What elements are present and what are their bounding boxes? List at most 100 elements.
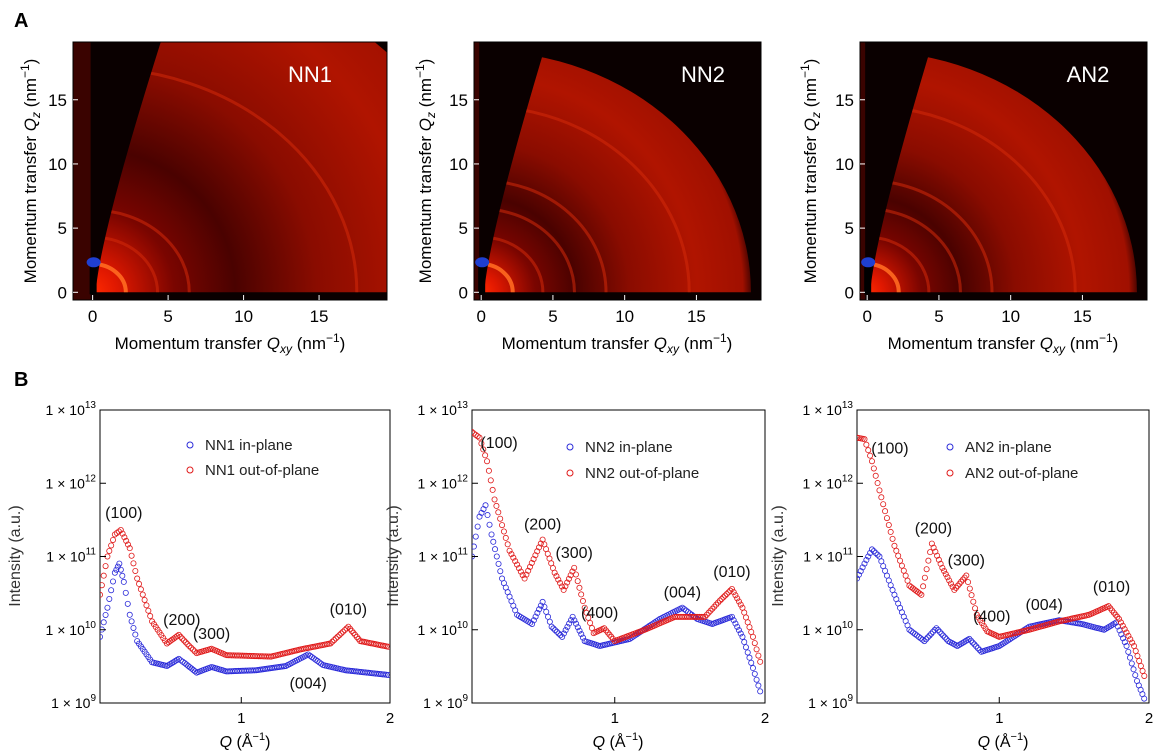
data-point — [748, 628, 755, 635]
data-point — [737, 601, 744, 608]
data-point — [746, 624, 753, 631]
data-point — [537, 540, 544, 547]
data-point — [472, 543, 477, 550]
x-axis-label: Momentum transfer Qxy (nm−1) — [502, 331, 733, 356]
data-point — [564, 623, 571, 630]
data-point — [966, 585, 973, 592]
data-point — [551, 569, 558, 576]
data-point — [186, 643, 193, 650]
legend-label: NN1 out-of-plane — [205, 462, 319, 479]
data-point — [114, 563, 121, 570]
legend-marker — [946, 469, 954, 477]
data-point — [913, 587, 920, 594]
data-point — [715, 599, 722, 606]
data-point — [385, 671, 390, 678]
data-point — [940, 632, 947, 639]
data-point — [336, 632, 343, 639]
heatmap-nn1: NN1 0 5 10 15 0 5 10 15 Momentum transfer Qxy (… — [18, 41, 388, 356]
data-point — [912, 631, 919, 638]
data-point — [917, 635, 924, 642]
data-point — [969, 639, 976, 646]
y-axis-label: Momentum transfer Qz (nm−1) — [413, 59, 438, 284]
data-point — [181, 637, 188, 644]
data-point — [939, 564, 946, 571]
data-point — [711, 603, 718, 610]
data-point — [683, 607, 690, 614]
y-tick-label: 1 × 1011 — [803, 547, 853, 565]
data-point — [1125, 648, 1132, 655]
data-point — [141, 596, 148, 603]
data-point — [753, 646, 760, 653]
diffraction-ring — [867, 104, 1077, 293]
data-point — [951, 586, 958, 593]
y-tick-label: 10 — [449, 155, 468, 174]
x-tick-label: 2 — [761, 710, 769, 727]
x-tick-label: 1 — [237, 710, 245, 727]
data-point — [493, 502, 500, 509]
data-point — [102, 563, 109, 570]
data-point — [908, 628, 915, 635]
profile-chart-nn1: 1 2 1 × 109 1 × 1010 1 × 1011 1 × 1012 1 × 101… — [7, 400, 394, 751]
y-axis-label: Intensity (a.u.) — [770, 505, 787, 606]
data-point — [100, 633, 103, 640]
data-point — [751, 670, 758, 677]
data-point — [500, 528, 507, 535]
diffraction-ring — [481, 207, 576, 293]
data-point — [1121, 626, 1128, 633]
x-axis-label: Momentum transfer Qxy (nm−1) — [115, 331, 346, 356]
diffraction-ring — [92, 66, 359, 293]
data-point — [908, 583, 915, 590]
y-tick-label: 1 × 1010 — [803, 620, 854, 638]
data-point — [1132, 672, 1139, 679]
y-tick-label: 5 — [58, 219, 67, 238]
data-point — [174, 656, 181, 663]
y-tick-label: 10 — [835, 155, 854, 174]
y-tick-label: 1 × 109 — [808, 693, 853, 711]
data-point — [1141, 672, 1148, 679]
data-point — [748, 659, 755, 666]
y-tick-label: 1 × 109 — [423, 693, 468, 711]
data-point — [571, 564, 578, 571]
y-tick-label: 1 × 1013 — [46, 400, 97, 418]
data-point — [920, 583, 927, 590]
x-axis-label: Momentum transfer Qxy (nm−1) — [888, 331, 1119, 356]
data-point — [385, 643, 390, 650]
data-point — [102, 611, 109, 618]
data-point — [966, 635, 973, 642]
data-point — [744, 619, 751, 626]
data-point — [965, 579, 972, 586]
scattering-wedge — [92, 42, 387, 293]
data-point — [1134, 652, 1141, 659]
data-point — [887, 528, 894, 535]
data-point — [139, 591, 146, 598]
legend-label: AN2 in-plane — [965, 439, 1052, 456]
data-point — [480, 446, 487, 453]
panel-label-a: A — [14, 10, 28, 32]
data-point — [104, 604, 111, 611]
peak-annotation: (004) — [1025, 597, 1062, 614]
data-point — [868, 458, 875, 465]
data-point — [574, 578, 581, 585]
missing-wedge — [86, 42, 161, 293]
data-point — [123, 537, 130, 544]
peak-annotation: (300) — [555, 545, 592, 562]
data-point — [534, 548, 541, 555]
data-point — [735, 598, 742, 605]
peak-annotation: (100) — [480, 435, 517, 452]
x-axis-label: Q (Å−1) — [220, 731, 271, 751]
data-point — [124, 541, 131, 548]
data-point — [742, 644, 749, 651]
data-point — [744, 649, 751, 656]
heatmap-an2: AN2 0 5 10 15 0 5 10 15 Momentum transfer Qxy (… — [798, 41, 1148, 356]
data-point — [928, 630, 935, 637]
data-point — [515, 565, 522, 572]
data-point — [895, 552, 902, 559]
data-point — [727, 587, 734, 594]
data-point — [867, 452, 874, 459]
data-point — [930, 544, 937, 551]
x-tick-label: 10 — [615, 307, 634, 326]
data-point — [113, 566, 120, 573]
y-tick-label: 15 — [48, 91, 67, 110]
data-point — [889, 535, 896, 542]
data-point — [576, 627, 583, 634]
